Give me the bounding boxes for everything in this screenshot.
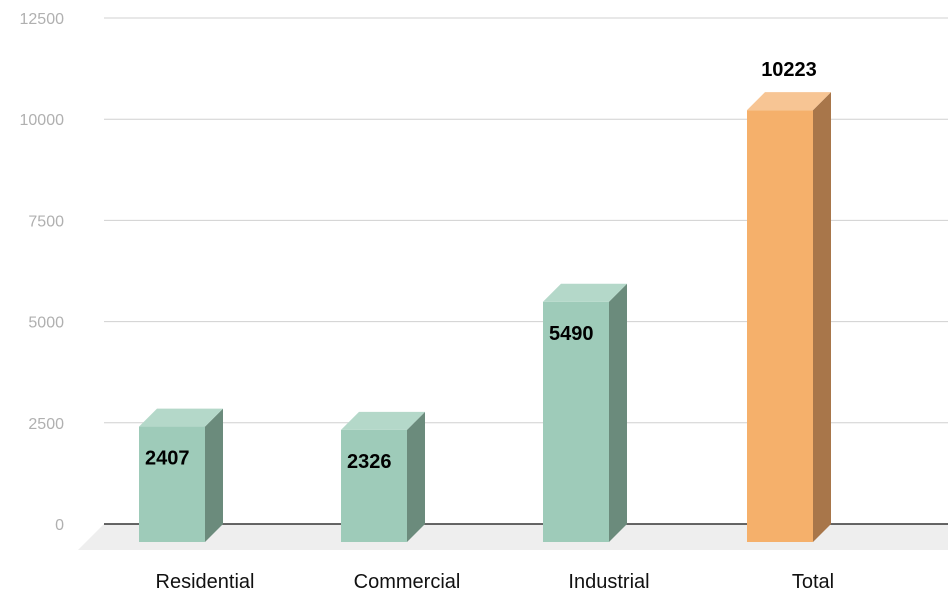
bar-top [543, 283, 627, 302]
x-tick-label: Commercial [354, 571, 461, 593]
bar-commercial [341, 411, 425, 542]
value-label: 5490 [549, 323, 594, 345]
bar-front [747, 110, 813, 542]
bar-side [407, 411, 425, 542]
x-tick-label: Total [792, 571, 834, 593]
y-tick-label: 5000 [28, 315, 64, 332]
bar-front [341, 429, 407, 542]
bar-top [747, 92, 831, 111]
bar-total [747, 92, 831, 542]
y-tick-label: 12500 [20, 11, 65, 28]
value-label: 2326 [347, 451, 392, 473]
bar-residential [139, 408, 223, 542]
x-tick-label: Residential [156, 571, 255, 593]
value-label: 2407 [145, 448, 190, 470]
y-tick-label: 0 [55, 517, 64, 534]
bar-side [609, 283, 627, 542]
y-tick-label: 7500 [28, 213, 64, 230]
bar-top [139, 408, 223, 427]
x-axis-labels: Residential Commercial Industrial Total [156, 571, 835, 593]
y-axis-ticks: 0 2500 5000 7500 10000 12500 [20, 11, 65, 534]
bar-top [341, 411, 425, 430]
x-tick-label: Industrial [568, 571, 649, 593]
y-tick-label: 2500 [28, 416, 64, 433]
value-label: 10223 [761, 59, 817, 81]
bar-front [543, 301, 609, 542]
bar-front [139, 426, 205, 542]
y-tick-label: 10000 [20, 112, 65, 129]
chart-floor [78, 524, 948, 550]
bars: 2407 2326 5490 10223 [139, 59, 831, 542]
bar-side [205, 408, 223, 542]
bar-side [813, 92, 831, 542]
bar-industrial [543, 283, 627, 542]
